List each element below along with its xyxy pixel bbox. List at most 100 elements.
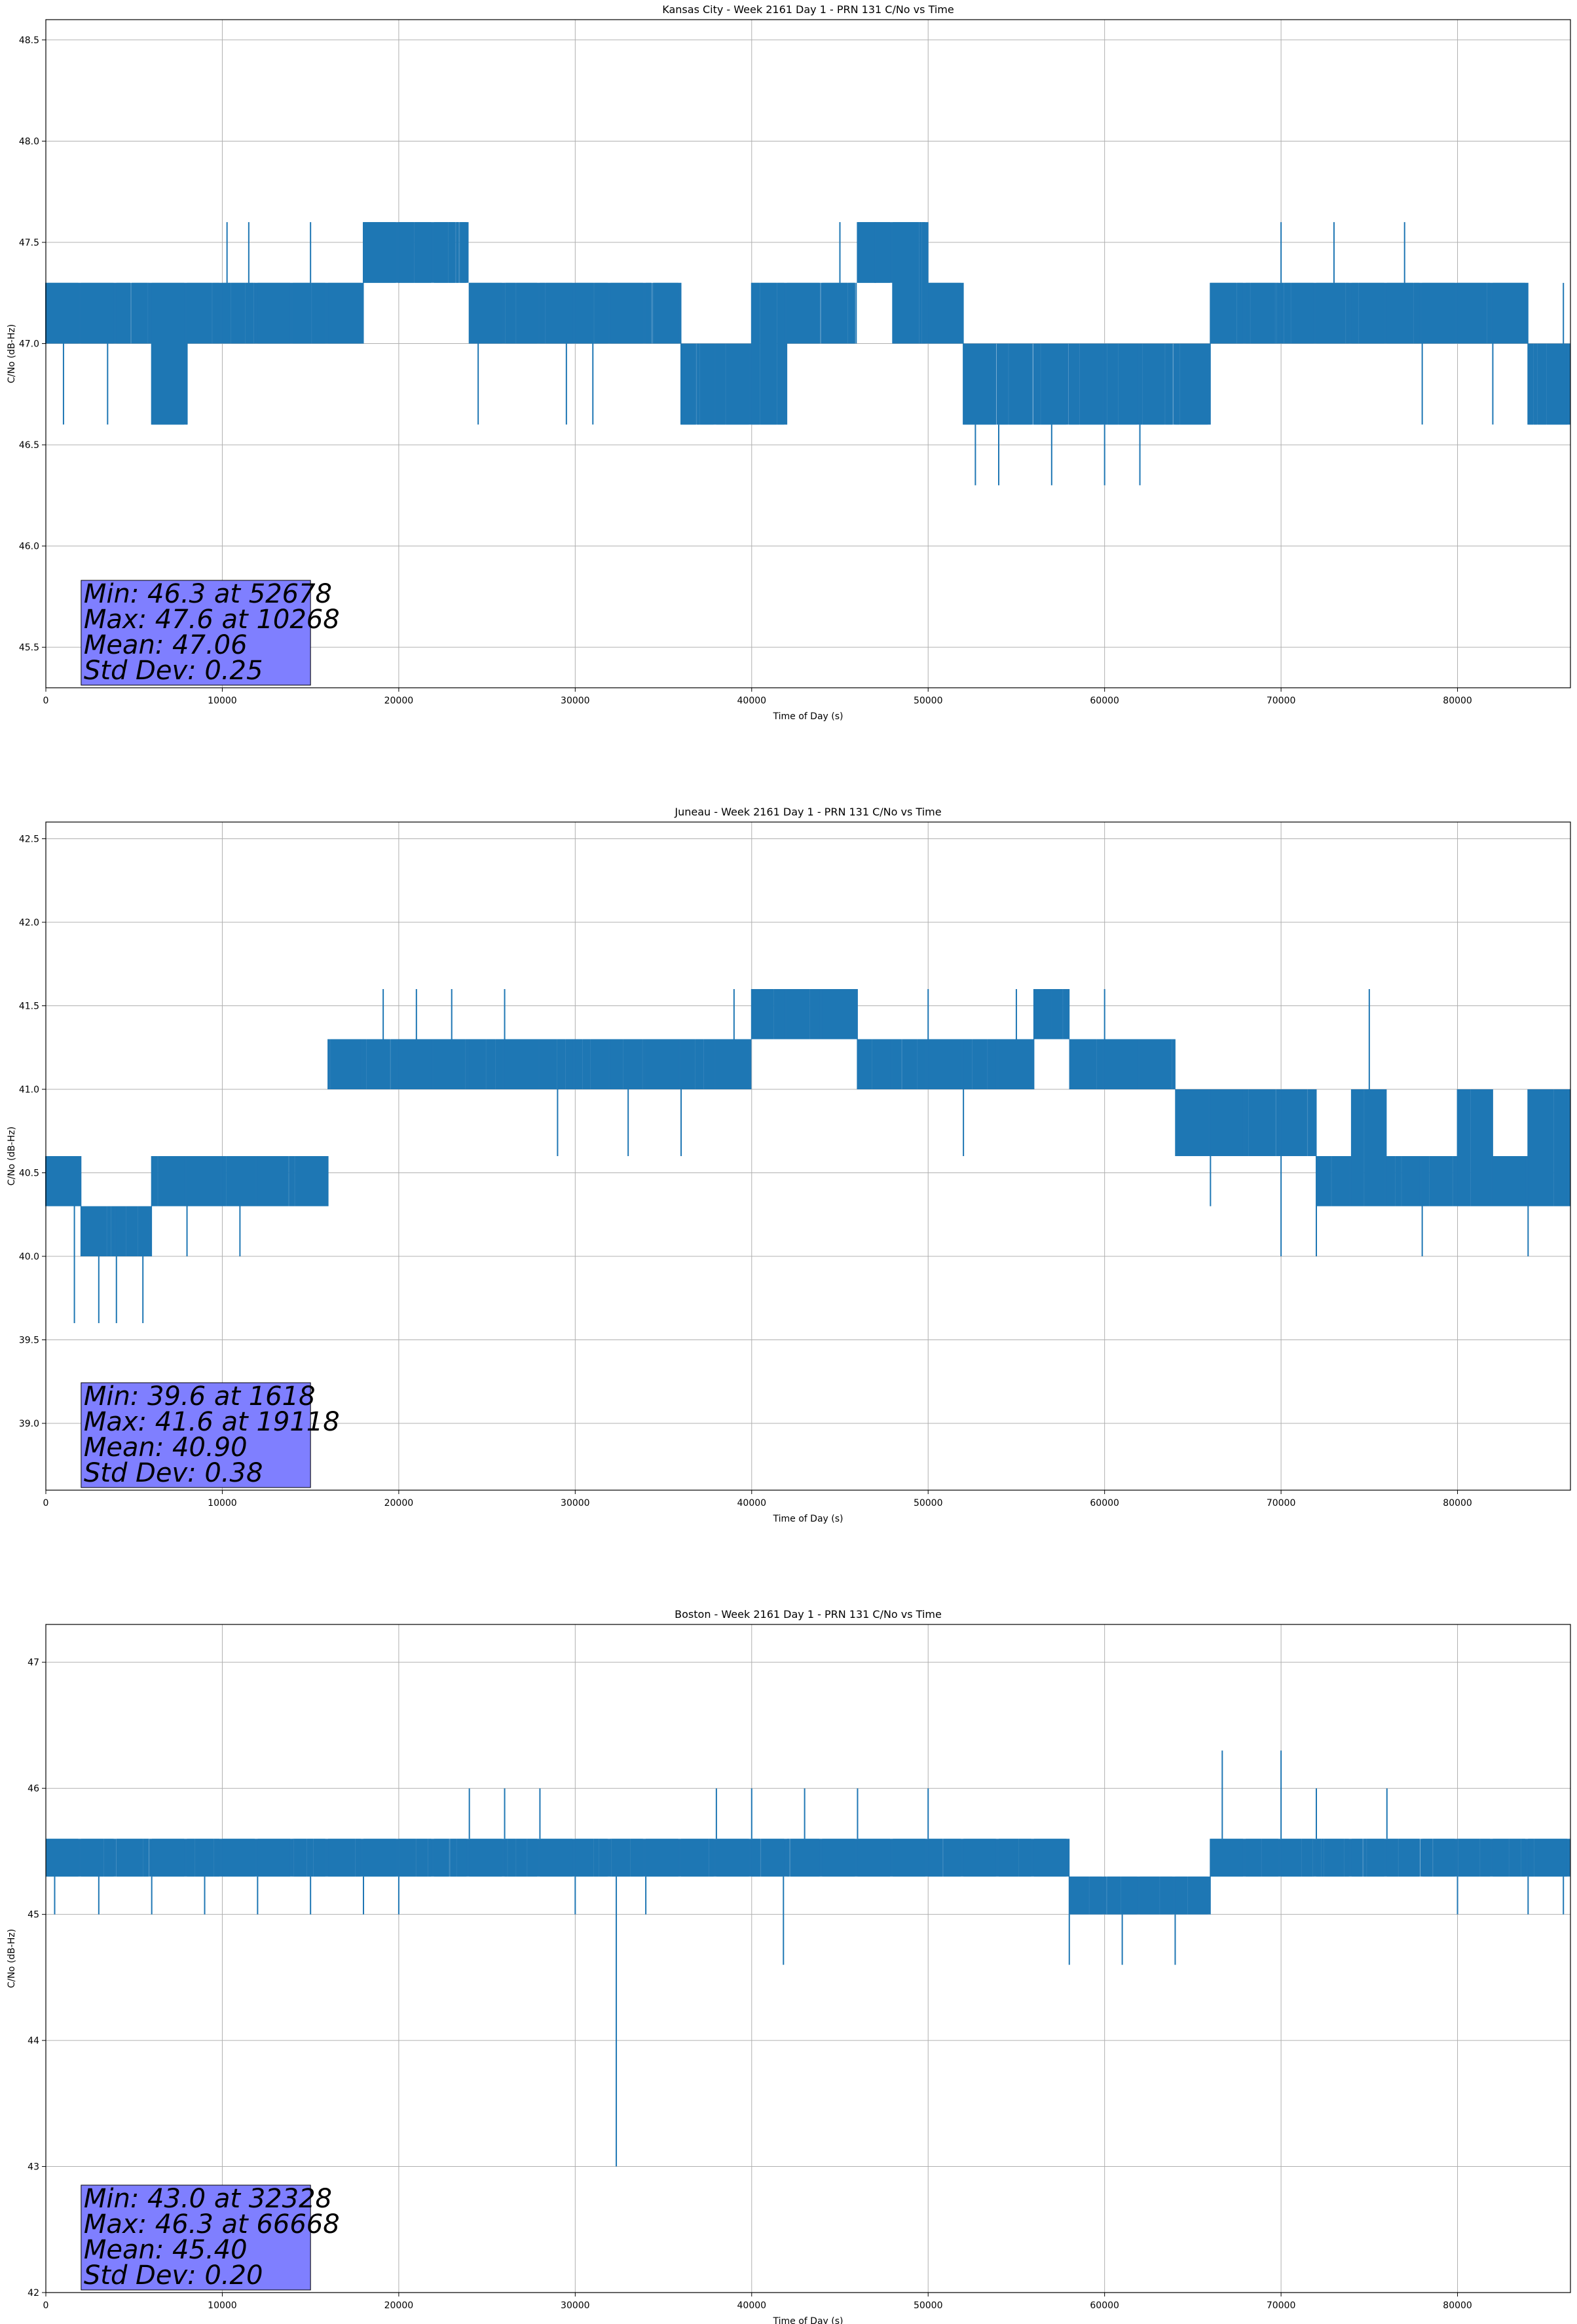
stats-box-background — [81, 580, 311, 686]
y-tick-label: 46 — [28, 1784, 39, 1794]
cno-band-segment — [716, 1839, 749, 1877]
x-tick-label: 30000 — [561, 696, 590, 706]
cno-band-segment — [1246, 282, 1278, 344]
cno-band-segment — [646, 1839, 678, 1877]
chart-panel-1: Kansas City - Week 2161 Day 1 - PRN 131 … — [7, 3, 1571, 722]
cno-band-segment — [751, 282, 785, 425]
x-tick-label: 50000 — [914, 696, 943, 706]
y-tick-label: 40.5 — [19, 1169, 39, 1179]
x-tick-label: 30000 — [561, 1498, 590, 1509]
cno-band-segment — [963, 343, 996, 425]
stats-line: Min: 46.3 at 52678 — [84, 579, 332, 609]
y-tick-label: 48.0 — [19, 136, 39, 147]
cno-band-segment — [999, 343, 1031, 425]
cno-band-segment — [787, 989, 820, 1040]
cno-band-segment — [822, 282, 855, 344]
x-tick-label: 0 — [43, 696, 49, 706]
y-axis-label: C/No (dB-Hz) — [7, 1127, 17, 1186]
cno-band-segment — [1457, 1839, 1491, 1877]
x-tick-label: 60000 — [1090, 2300, 1119, 2311]
chart-title: Juneau - Week 2161 Day 1 - PRN 131 C/No … — [674, 806, 941, 818]
cno-band-segment — [1033, 343, 1067, 425]
x-tick-label: 20000 — [384, 696, 414, 706]
cno-band-segment — [928, 1839, 961, 1877]
x-tick-label: 30000 — [561, 2300, 590, 2311]
cno-band-segment — [81, 282, 114, 344]
x-tick-label: 50000 — [914, 1498, 943, 1509]
stats-line: Max: 47.6 at 10268 — [84, 605, 340, 635]
cno-band-segment — [575, 1039, 608, 1089]
cno-band-segment — [434, 1839, 467, 1877]
stats-line: Std Dev: 0.25 — [84, 656, 263, 686]
cno-band-segment — [1175, 343, 1208, 425]
cno-band-segment — [257, 282, 290, 344]
y-tick-label: 39.0 — [19, 1419, 39, 1429]
cno-band-segment — [151, 1839, 185, 1877]
cno-band-segment — [646, 1039, 678, 1089]
cno-band-segment — [1281, 1839, 1314, 1877]
cno-band-segment — [434, 222, 467, 283]
cno-band-segment — [81, 1839, 114, 1877]
stats-box-background — [81, 1382, 311, 1488]
y-tick-label: 41.0 — [19, 1085, 39, 1095]
y-tick-label: 44 — [28, 2036, 39, 2046]
cno-band-segment — [1351, 1089, 1384, 1207]
x-tick-label: 70000 — [1267, 696, 1296, 706]
cno-band-segment — [469, 1039, 502, 1089]
chart-title: Kansas City - Week 2161 Day 1 - PRN 131 … — [662, 3, 954, 16]
cno-band-segment — [1175, 1089, 1208, 1156]
stats-line: Mean: 47.06 — [84, 630, 248, 660]
cno-band-segment — [893, 1839, 925, 1877]
cno-band-segment — [363, 222, 396, 283]
cno-band-segment — [1316, 282, 1349, 344]
cno-band-segment — [716, 1039, 749, 1089]
plot-frame — [45, 821, 1571, 1491]
cno-band-segment — [1033, 1839, 1067, 1877]
cno-band-segment — [363, 1839, 396, 1877]
y-tick-label: 46.5 — [19, 440, 39, 451]
cno-band-segment — [857, 1039, 891, 1089]
y-tick-label: 45.5 — [19, 643, 39, 653]
stats-line: Max: 46.3 at 66668 — [84, 2209, 340, 2240]
cno-band-segment — [893, 1039, 925, 1089]
cno-band-segment — [116, 282, 149, 344]
cno-band-segment — [1422, 1839, 1455, 1877]
stats-line: Max: 41.6 at 19118 — [84, 1407, 340, 1437]
y-tick-label: 42 — [28, 2288, 39, 2298]
cno-band-segment — [504, 282, 538, 344]
cno-band-segment — [1316, 1156, 1349, 1207]
cno-band-segment — [1069, 1876, 1102, 1915]
cno-band-segment — [1104, 343, 1138, 425]
cno-series — [45, 989, 1571, 1323]
cno-band-segment — [504, 1039, 538, 1089]
cno-band-segment — [1386, 1156, 1420, 1207]
cno-band-segment — [293, 1156, 325, 1207]
cno-band-segment — [398, 222, 432, 283]
stats-line: Std Dev: 0.20 — [84, 2260, 263, 2291]
cno-band-segment — [681, 1039, 714, 1089]
cno-band-segment — [469, 282, 502, 344]
stats-line: Std Dev: 0.38 — [84, 1458, 263, 1488]
cno-band-segment — [716, 343, 749, 425]
cno-band-segment — [1528, 1089, 1567, 1207]
chart-panel-2: Juneau - Week 2161 Day 1 - PRN 131 C/No … — [7, 806, 1571, 1524]
y-tick-label: 40.0 — [19, 1252, 39, 1262]
cno-band-segment — [540, 1039, 573, 1089]
chart-title: Boston - Week 2161 Day 1 - PRN 131 C/No … — [675, 1608, 942, 1621]
chart-panel-3: Boston - Week 2161 Day 1 - PRN 131 C/No … — [7, 1608, 1571, 2324]
cno-band-segment — [1140, 1039, 1173, 1089]
x-tick-label: 40000 — [737, 696, 767, 706]
y-axis-label: C/No (dB-Hz) — [7, 1929, 17, 1988]
cno-band-segment — [81, 1206, 114, 1256]
cno-band-segment — [999, 1839, 1031, 1877]
cno-band-segment — [575, 282, 608, 344]
cno-band-segment — [434, 1039, 467, 1089]
y-tick-label: 47.5 — [19, 238, 39, 248]
cno-band-segment — [469, 1839, 502, 1877]
cno-band-segment — [963, 1039, 996, 1089]
cno-band-segment — [222, 282, 255, 344]
cno-band-segment — [787, 282, 820, 344]
x-axis-label: Time of Day (s) — [773, 711, 844, 722]
x-tick-label: 80000 — [1443, 696, 1472, 706]
